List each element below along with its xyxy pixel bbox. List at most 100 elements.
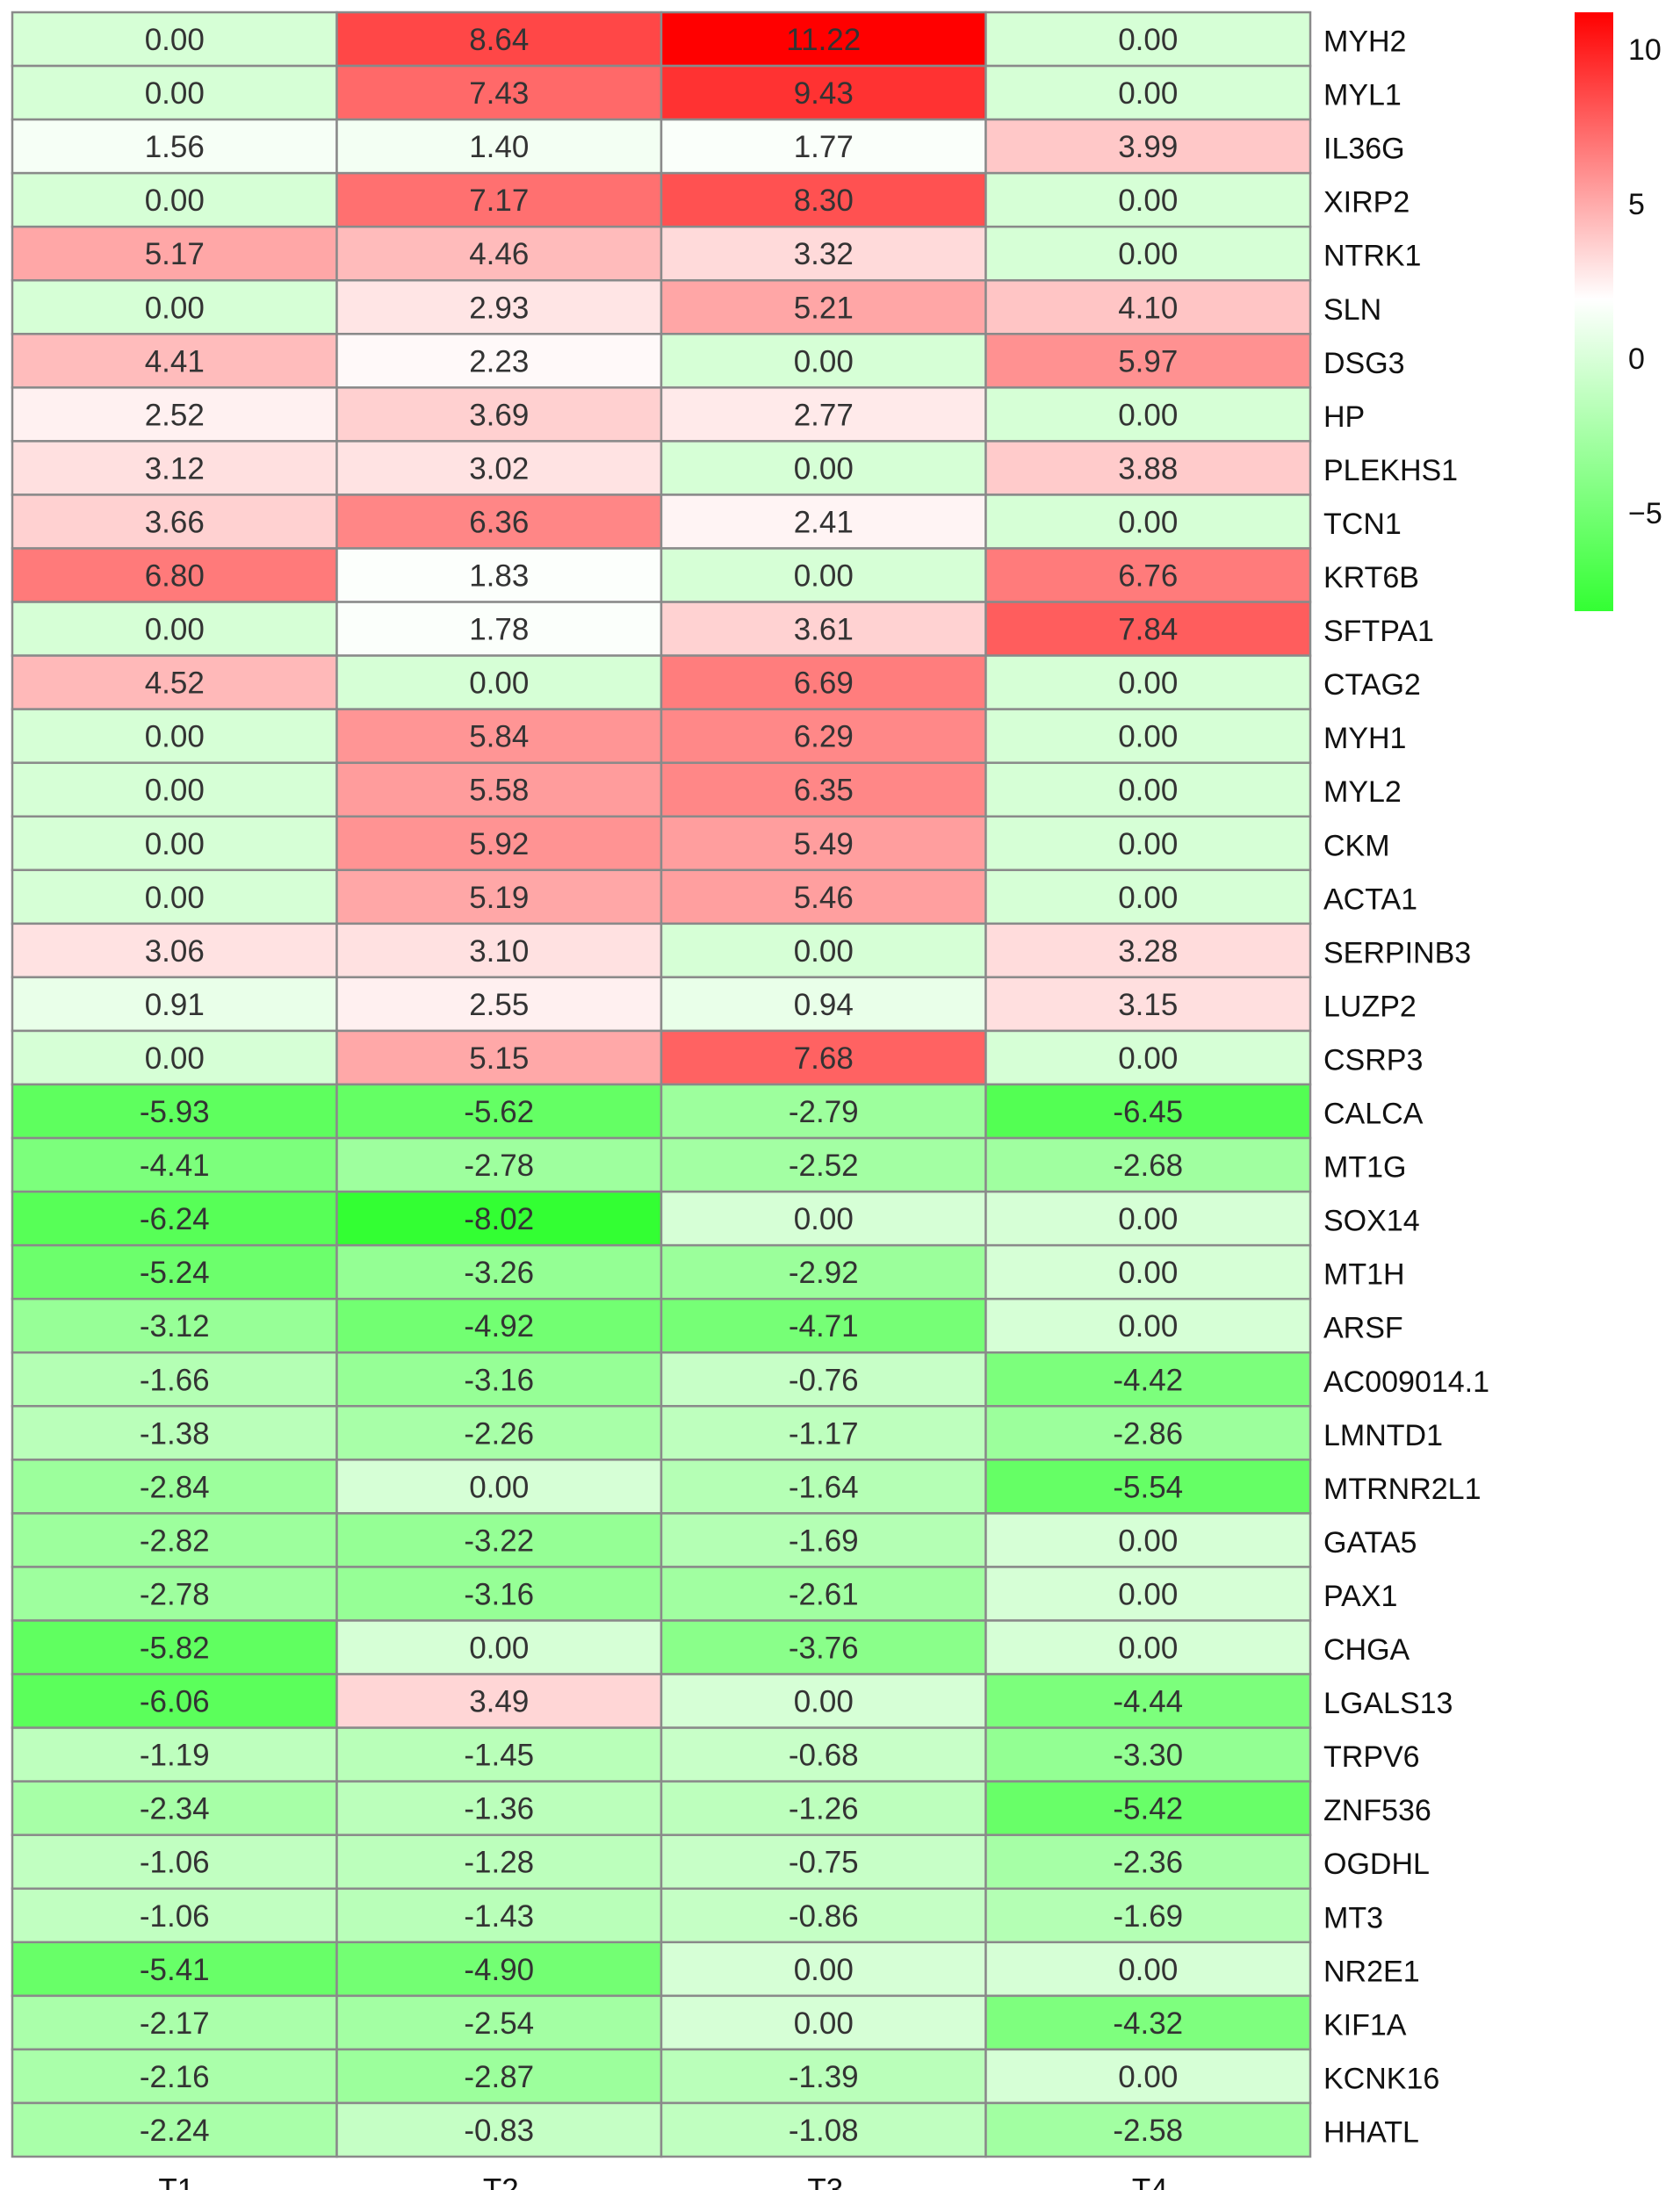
heatmap-cell — [335, 1029, 663, 1086]
cell-value-label: -3.26 — [464, 1256, 534, 1290]
row-label: ZNF536 — [1323, 1794, 1431, 1827]
row-label: MYH1 — [1323, 722, 1406, 755]
cell-value-label: -1.06 — [140, 1846, 210, 1880]
cell-value-label: -1.66 — [140, 1363, 210, 1397]
cell-value-label: 0.00 — [1118, 505, 1178, 539]
cell-value-label: 0.00 — [1118, 23, 1178, 57]
cell-value-label: 0.00 — [1118, 398, 1178, 432]
heatmap-cell — [984, 868, 1312, 926]
row-label: TCN1 — [1323, 508, 1402, 541]
cell-value-label: -0.68 — [789, 1739, 859, 1773]
cell-value-label: 4.41 — [145, 344, 205, 378]
heatmap-cell — [660, 1297, 987, 1354]
heatmap-cell — [984, 1136, 1312, 1193]
cell-value-label: -1.08 — [789, 2114, 859, 2148]
cell-value-label: 3.02 — [469, 451, 529, 486]
cell-value-label: -2.68 — [1113, 1149, 1183, 1183]
heatmap-cell — [660, 1833, 987, 1890]
heatmap-cell — [660, 1190, 987, 1247]
cell-value-label: 2.77 — [794, 398, 854, 432]
row-label: CSRP3 — [1323, 1043, 1423, 1077]
heatmap-cell — [984, 1994, 1312, 2051]
cell-value-label: -2.78 — [140, 1577, 210, 1611]
heatmap-cell — [335, 1566, 663, 1622]
row-label: AC009014.1 — [1323, 1365, 1489, 1399]
column-label: T2 — [483, 2173, 519, 2190]
cell-value-label: 3.12 — [145, 451, 205, 486]
cell-value-label: 1.83 — [469, 559, 529, 594]
heatmap-cell — [984, 225, 1312, 282]
heatmap-cell — [660, 1029, 987, 1086]
row-label: CHGA — [1323, 1633, 1410, 1667]
heatmap-cell — [335, 1833, 663, 1890]
cell-value-label: -0.76 — [789, 1363, 859, 1397]
heatmap-cell — [11, 1726, 338, 1783]
heatmap-cell — [11, 1190, 338, 1247]
row-label: KRT6B — [1323, 561, 1419, 594]
cell-value-label: -2.58 — [1113, 2114, 1183, 2148]
heatmap-cell — [335, 1994, 663, 2051]
cell-value-label: -2.52 — [789, 1149, 859, 1183]
row-label: SERPINB3 — [1323, 936, 1471, 969]
cell-value-label: 2.55 — [469, 988, 529, 1022]
heatmap-cell — [335, 1887, 663, 1944]
cell-value-label: 0.00 — [1118, 1309, 1178, 1344]
cell-value-label: 2.52 — [145, 398, 205, 432]
cell-value-label: -1.64 — [789, 1470, 859, 1504]
heatmap-cell — [984, 171, 1312, 228]
cell-value-label: 0.00 — [1118, 184, 1178, 218]
cell-value-label: 6.76 — [1118, 559, 1178, 594]
cell-value-label: 11.22 — [786, 23, 861, 57]
heatmap-cell — [984, 654, 1312, 710]
cell-value-label: -0.86 — [789, 1899, 859, 1934]
column-labels: T1 T2 T3 T4 — [158, 2173, 1167, 2190]
row-label: ARSF — [1323, 1312, 1403, 1345]
heatmap-cell — [11, 225, 338, 282]
heatmap-cell — [984, 493, 1312, 550]
cell-value-label: 6.80 — [145, 559, 205, 594]
legend-color-bar — [1575, 12, 1613, 611]
cell-value-label: -3.16 — [464, 1363, 534, 1397]
cell-value-label: 0.00 — [794, 451, 854, 486]
cell-value-label: -5.24 — [140, 1256, 210, 1290]
heatmap-cell — [984, 1619, 1312, 1675]
cell-value-label: -1.36 — [464, 1792, 534, 1826]
cell-value-label: 0.00 — [145, 613, 205, 647]
cell-value-label: -1.17 — [789, 1416, 859, 1451]
heatmap-cell — [660, 386, 987, 443]
row-label: XIRP2 — [1323, 186, 1410, 220]
cell-value-label: 3.49 — [469, 1685, 529, 1719]
cell-value-label: -1.06 — [140, 1899, 210, 1934]
cell-value-label: -3.12 — [140, 1309, 210, 1344]
cell-value-label: 3.99 — [1118, 130, 1178, 164]
cell-value-label: -2.16 — [140, 2060, 210, 2094]
heatmap-cell — [335, 1351, 663, 1408]
cell-value-label: 7.17 — [469, 184, 529, 218]
heatmap-cell — [660, 976, 987, 1033]
row-label: NR2E1 — [1323, 1955, 1420, 1988]
heatmap-cell — [11, 11, 338, 68]
cell-value-label: 0.00 — [145, 184, 205, 218]
cell-value-label: -2.92 — [789, 1256, 859, 1290]
cell-value-label: 0.00 — [145, 1041, 205, 1076]
cell-value-label: 0.00 — [794, 1685, 854, 1719]
heatmap-cell — [984, 279, 1312, 335]
heatmap-cells: 0.00 8.64 11.22 0.00 0.00 7.43 9.43 0.00 1.56 1.4… — [11, 11, 1312, 2158]
cell-value-label: -5.42 — [1113, 1792, 1183, 1826]
cell-value-label: -6.06 — [140, 1685, 210, 1719]
heatmap-cell — [11, 601, 338, 657]
cell-value-label: 3.66 — [145, 505, 205, 539]
cell-value-label: 1.78 — [469, 613, 529, 647]
cell-value-label: -1.43 — [464, 1899, 534, 1934]
row-label: MT3 — [1323, 1901, 1383, 1934]
cell-value-label: -5.82 — [140, 1632, 210, 1666]
row-label: LUZP2 — [1323, 990, 1417, 1023]
heatmap-cell — [660, 708, 987, 764]
heatmap-cell — [11, 1297, 338, 1354]
row-label: MTRNR2L1 — [1323, 1473, 1481, 1506]
heatmap-cell — [660, 1726, 987, 1783]
cell-value-label: 0.00 — [794, 1202, 854, 1236]
heatmap-cell — [335, 1083, 663, 1140]
cell-value-label: 3.15 — [1118, 988, 1178, 1022]
cell-value-label: -4.42 — [1113, 1363, 1183, 1397]
